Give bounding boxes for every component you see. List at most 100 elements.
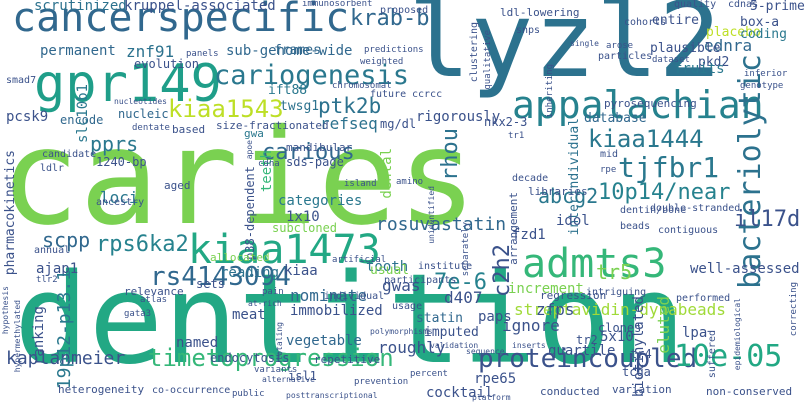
- word-tcga: tcga: [622, 365, 651, 379]
- word-ldl-lowering: ldl-lowering: [500, 6, 580, 19]
- word-prevention: prevention: [354, 377, 409, 387]
- word-sequence: sequence: [466, 347, 505, 356]
- word-cohorts: cohorts: [624, 17, 667, 28]
- word-tr2: tr2: [576, 333, 598, 347]
- word-10p14-near: 10p14/near: [598, 180, 731, 205]
- word-weighted: weighted: [360, 57, 404, 67]
- word-single: single: [570, 39, 599, 48]
- word-snps: snps: [516, 25, 541, 36]
- word-relevance: relevance: [124, 285, 184, 298]
- word-entire: entire: [652, 13, 699, 28]
- word-tooth: tooth: [366, 259, 409, 275]
- word-apoe: apoe: [245, 140, 254, 160]
- word-cariogenesis: cariogenesis: [214, 60, 410, 91]
- word-scpp: scpp: [42, 228, 91, 252]
- word-unidentified: unidentified: [427, 186, 436, 244]
- word-beads: beads: [620, 221, 651, 232]
- word-pprs: pprs: [90, 132, 139, 156]
- word-rosuvastatin: rosuvastatin: [376, 214, 507, 235]
- word-eluted: eluted: [654, 296, 673, 354]
- word-gwas: gwas: [382, 276, 421, 295]
- word-slc10b1: slc10b1: [75, 84, 91, 144]
- word-dentition: dentition: [14, 248, 686, 392]
- word-island: island: [344, 179, 377, 189]
- word-zfps: zfps: [536, 300, 575, 319]
- word-kiaa1543: kiaa1543: [168, 95, 284, 123]
- word-kiaa1444: kiaa1444: [588, 125, 704, 153]
- word-dental: dental: [379, 148, 395, 199]
- word-double-stranded: double-stranded: [650, 203, 741, 214]
- word-ldlr: ldlr: [40, 163, 65, 174]
- word-usual: usual: [370, 263, 410, 278]
- word-endocytosis: endocytosis: [210, 351, 290, 365]
- word-19p12-p13-1: 19p12-p13.1: [54, 270, 75, 390]
- word-annual: annual: [34, 245, 71, 256]
- word-gwa: gwa: [244, 127, 264, 140]
- word-admts3: admts3: [522, 241, 667, 287]
- word-performed: performed: [676, 293, 731, 304]
- word-hypermethylated: hypermethylated: [13, 300, 22, 373]
- word-5x10: 5x10: [600, 329, 634, 345]
- word-pain: pain: [262, 287, 284, 297]
- word-kiaa: kiaa: [284, 263, 318, 279]
- word-nucleic: nucleic: [118, 107, 169, 121]
- word-twsg1: twsg1: [280, 99, 320, 114]
- word-paps: paps: [478, 309, 512, 325]
- word-genotype: genotype: [740, 81, 784, 91]
- word-atlas: atlas: [140, 295, 168, 305]
- word-ccrcc: ccrcc: [412, 89, 443, 100]
- word-imputed: imputed: [424, 325, 479, 340]
- word-dentate: dentate: [132, 123, 170, 133]
- word-refseq: refseq: [320, 114, 378, 133]
- word-clones: clones: [598, 321, 642, 335]
- word-participants: participants: [384, 275, 457, 286]
- word-tjfbr1: tjfbr1: [618, 151, 720, 184]
- word-cdna: cdna: [258, 159, 280, 169]
- word-tr5: tr5: [596, 260, 633, 284]
- word-validation: validation: [430, 341, 479, 350]
- word-pharmacokinetics: pharmacokinetics: [3, 150, 18, 276]
- word-loci: loci: [100, 188, 139, 207]
- word-nkx2-3: nkx2-3: [484, 115, 528, 129]
- word-at-rich: at-rich: [248, 299, 282, 308]
- word-correcting: correcting: [789, 282, 799, 337]
- word-cocktail: cocktail: [426, 385, 494, 401]
- word-polymorphisms: polymorphisms: [370, 327, 433, 336]
- word-box-a: box-a: [740, 15, 780, 30]
- word-non-conserved: non-conserved: [706, 385, 793, 398]
- word-statin: statin: [416, 311, 463, 326]
- word-plausible: plausible: [650, 41, 721, 56]
- word-separately: separately: [461, 222, 471, 277]
- word-isl1: isl1: [288, 369, 317, 383]
- word-pkd2: pkd2: [698, 55, 730, 70]
- word-cdnas: cdnas: [728, 0, 759, 10]
- word-roughly: roughly: [378, 338, 446, 357]
- word-scrutinized: scrutinized: [34, 0, 127, 14]
- word-dataset: dataset: [652, 55, 690, 65]
- word-sub-genome-wide: frames: [274, 43, 321, 58]
- word-mid: mid: [600, 149, 619, 160]
- word-categories: categories: [278, 193, 363, 209]
- word-krab-b: krab-b: [350, 6, 430, 31]
- word-coding: coding: [740, 27, 787, 42]
- word-immobilized: immobilized: [290, 303, 383, 319]
- word-kruppel-associated: kruppel-associated: [124, 0, 276, 14]
- word-idol: idol: [556, 213, 590, 229]
- word-immunosorbent: immunosorbent: [302, 0, 373, 9]
- word-znf91: znf91: [126, 42, 175, 61]
- word-based: based: [172, 123, 206, 136]
- word-hypothesis: hypothesis: [1, 286, 10, 335]
- word-nominate: nominate: [290, 286, 368, 305]
- word-appalachian: appalachian: [512, 83, 764, 127]
- word-candidate: candidate: [42, 149, 97, 160]
- word-ajap1: ajap1: [36, 261, 79, 277]
- word-increment: increment: [508, 281, 584, 297]
- word-platform: platform: [472, 393, 511, 402]
- word-regression: regression: [540, 289, 607, 302]
- word-1x10: 1x10: [286, 209, 320, 225]
- word-inheriting: inheriting: [545, 64, 555, 119]
- word-named: named: [176, 335, 219, 351]
- word-carious: carious: [262, 140, 355, 165]
- word-cancerspecific: cancerspecific: [12, 0, 350, 41]
